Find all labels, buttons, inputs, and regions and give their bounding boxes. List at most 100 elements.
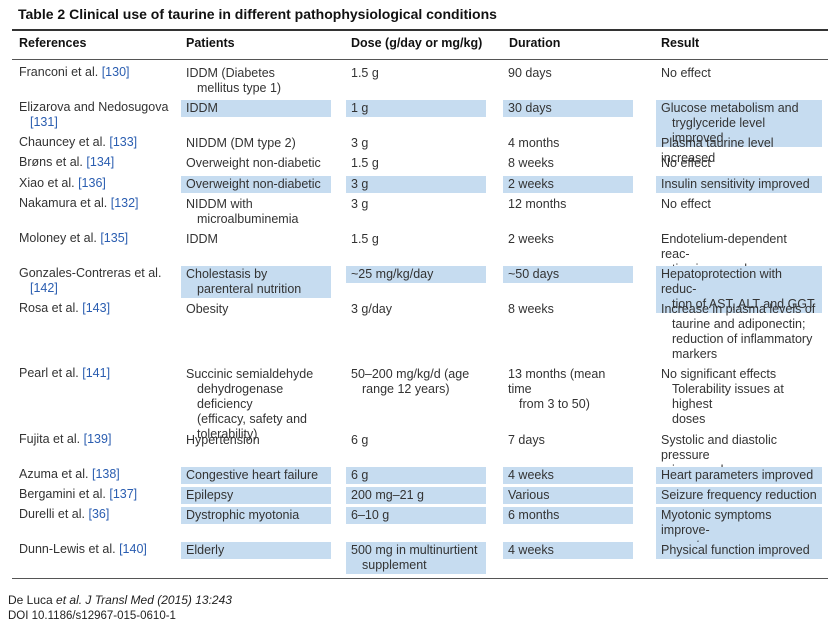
reference-citation-link[interactable]: [135] — [100, 231, 129, 245]
cell-reference: Nakamura et al. [132] — [19, 196, 177, 211]
cell-dose: 3 g/day — [346, 301, 486, 318]
cell-duration: ~50 days — [503, 266, 633, 283]
cell-duration-text: 90 days — [508, 66, 552, 80]
cell-duration: 2 weeks — [503, 231, 633, 248]
cell-duration: 4 weeks — [503, 467, 633, 484]
reference-citation-link[interactable]: [130] — [101, 65, 130, 79]
cell-result-text: No effect — [661, 197, 711, 211]
cell-duration-text: 6 months — [503, 507, 633, 524]
cell-dose: ~25 mg/kg/day — [346, 266, 486, 283]
reference-citation-link[interactable]: [131] — [30, 115, 58, 129]
table-title: Table 2 Clinical use of taurine in diffe… — [18, 6, 497, 22]
reference-citation-link[interactable]: [133] — [109, 135, 138, 149]
cell-patients: IDDM — [181, 100, 331, 117]
cell-result: Glucose metabolism and tryglyceride level… — [656, 100, 822, 147]
reference-citation-link[interactable]: [142] — [30, 281, 58, 295]
reference-name: Brøns et al. — [19, 155, 83, 169]
top-rule — [12, 29, 828, 31]
cell-result-text: No effect — [661, 156, 711, 170]
reference-citation-link[interactable]: [138] — [91, 467, 120, 481]
header-duration: Duration — [509, 36, 561, 50]
citation-authors: De Luca — [8, 593, 53, 607]
header-references: References — [19, 36, 87, 50]
cell-duration: 4 months — [503, 135, 633, 152]
cell-dose: 3 g — [346, 176, 486, 193]
cell-result: No effect — [656, 65, 822, 82]
cell-duration: 2 weeks — [503, 176, 633, 193]
cell-dose: 6–10 g — [346, 507, 486, 524]
cell-patients-text: Overweight non-diabetic — [181, 176, 331, 193]
cell-reference: Bergamini et al. [137] — [19, 487, 177, 502]
cell-reference: Pearl et al. [141] — [19, 366, 177, 381]
reference-name: Durelli et al. — [19, 507, 85, 521]
reference-citation-link[interactable]: [137] — [109, 487, 138, 501]
cell-dose-text: 200 mg–21 g — [346, 487, 486, 504]
cell-patients: Dystrophic myotonia — [181, 507, 331, 524]
reference-name: Moloney et al. — [19, 231, 97, 245]
cell-result: Seizure frequency reduction — [656, 487, 822, 504]
cell-dose-text: 1.5 g — [351, 66, 379, 80]
reference-name: Gonzales-Contreras et al. — [19, 266, 162, 280]
cell-dose: 50–200 mg/kg/d (age range 12 years) — [346, 366, 486, 398]
cell-result-text: Plasma taurine level increased — [661, 136, 774, 165]
reference-name: Fujita et al. — [19, 432, 81, 446]
reference-citation-link[interactable]: [141] — [82, 366, 111, 380]
cell-patients: IDDM — [181, 231, 331, 248]
reference-citation-link[interactable]: [143] — [82, 301, 111, 315]
cell-reference: Durelli et al. [36] — [19, 507, 177, 522]
cell-patients-text: IDDM (Diabetes mellitus type 1) — [186, 66, 282, 95]
header-dose: Dose (g/day or mg/kg) — [351, 36, 483, 50]
cell-result-text: No significant effects Tolerability issue… — [661, 367, 784, 426]
cell-patients-text: IDDM — [181, 100, 331, 117]
cell-dose-text: 3 g/day — [351, 302, 393, 316]
cell-dose: 3 g — [346, 135, 486, 152]
cell-dose: 200 mg–21 g — [346, 487, 486, 504]
cell-reference: Azuma et al. [138] — [19, 467, 177, 482]
reference-citation-line: [142] — [19, 281, 177, 296]
cell-dose: 6 g — [346, 467, 486, 484]
reference-name: Franconi et al. — [19, 65, 99, 79]
cell-duration-text: 4 months — [508, 136, 560, 150]
cell-result-text: Hepatoprotection with reduc-tion of AST,… — [656, 266, 822, 313]
reference-citation-link[interactable]: [36] — [88, 507, 110, 521]
reference-name: Xiao et al. — [19, 176, 75, 190]
reference-citation-link[interactable]: [140] — [119, 542, 147, 556]
cell-patients: NIDDM with microalbuminemia — [181, 196, 331, 228]
cell-result: No significant effects Tolerability issue… — [656, 366, 822, 428]
cell-reference: Rosa et al. [143] — [19, 301, 177, 316]
cell-duration-text: 8 weeks — [508, 302, 554, 316]
cell-dose: 1.5 g — [346, 65, 486, 82]
citation-journal: J Transl Med — [85, 593, 154, 607]
cell-duration: 30 days — [503, 100, 633, 117]
cell-dose-text: 3 g — [346, 176, 486, 193]
cell-dose-text: 500 mg in multinurtient supplement — [346, 542, 486, 574]
reference-citation-link[interactable]: [134] — [86, 155, 115, 169]
cell-result-text: Seizure frequency reduction — [656, 487, 822, 504]
reference-citation-link[interactable]: [136] — [78, 176, 106, 190]
cell-result: Insulin sensitivity improved — [656, 176, 822, 193]
reference-citation-link[interactable]: [132] — [110, 196, 139, 210]
cell-patients-text: Overweight non-diabetic — [186, 156, 321, 170]
cell-dose: 500 mg in multinurtient supplement — [346, 542, 486, 574]
cell-result: Hepatoprotection with reduc-tion of AST,… — [656, 266, 822, 313]
cell-patients: Overweight non-diabetic — [181, 155, 331, 172]
cell-dose-text: 1.5 g — [351, 232, 379, 246]
cell-duration: 90 days — [503, 65, 633, 82]
bottom-rule — [12, 578, 828, 579]
cell-patients-text: NIDDM with microalbuminemia — [186, 197, 299, 226]
cell-duration-text: 4 weeks — [503, 467, 633, 484]
reference-name: Bergamini et al. — [19, 487, 106, 501]
cell-patients: Elderly — [181, 542, 331, 559]
cell-patients-text: IDDM — [186, 232, 218, 246]
cell-result: Physical function improved — [656, 542, 822, 559]
cell-patients: Congestive heart failure — [181, 467, 331, 484]
cell-duration: 4 weeks — [503, 542, 633, 559]
citation-etal: et al. — [56, 593, 83, 607]
cell-reference: Chauncey et al. [133] — [19, 135, 177, 150]
cell-duration-text: Various — [503, 487, 633, 504]
cell-dose-text: 50–200 mg/kg/d (age range 12 years) — [351, 367, 470, 396]
cell-patients: Overweight non-diabetic — [181, 176, 331, 193]
cell-dose-text: 6–10 g — [346, 507, 486, 524]
cell-reference: Elizarova and Nedosugova [131] — [19, 100, 177, 130]
reference-citation-link[interactable]: [139] — [83, 432, 112, 446]
